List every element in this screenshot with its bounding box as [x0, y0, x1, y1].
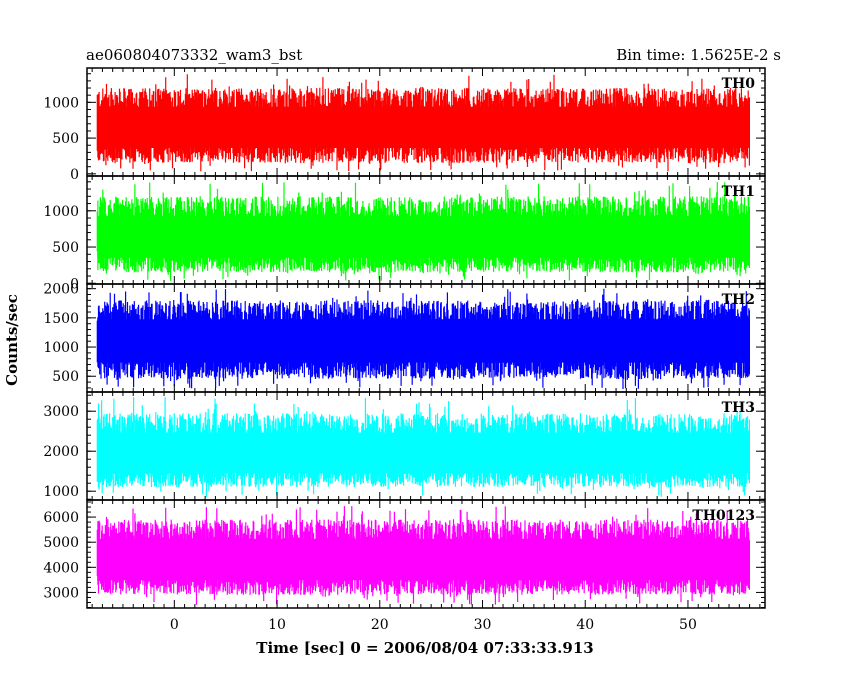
y-tick-label: 1000: [43, 484, 79, 500]
series-label-th0: TH0: [722, 76, 756, 92]
series-label-th2: TH2: [722, 292, 755, 308]
x-tick-label: 10: [268, 617, 286, 633]
y-tick-label: 6000: [43, 510, 79, 526]
series-core-th0123: [97, 538, 750, 581]
y-tick-label: 0: [70, 167, 79, 183]
y-tick-label: 500: [52, 369, 79, 385]
bin-time-label: Bin time: 1.5625E-2 s: [616, 46, 781, 64]
x-axis-title: Time [sec] 0 = 2006/08/04 07:33:33.913: [256, 639, 593, 657]
y-tick-label: 2000: [43, 282, 79, 298]
x-tick-label: 0: [170, 617, 179, 633]
y-tick-label: 4000: [43, 560, 79, 576]
y-tick-label: 1500: [43, 311, 79, 327]
series-core-th2: [97, 319, 750, 363]
series-label-th1: TH1: [722, 184, 755, 200]
y-tick-label: 500: [52, 131, 79, 147]
x-axis: 0 10 20 30 40 50: [170, 617, 697, 633]
y-tick-label: 0: [70, 276, 79, 292]
panel-th0: 0 500 1000 TH0: [43, 67, 766, 183]
y-tick-label: 3000: [43, 404, 79, 420]
y-tick-label: 5000: [43, 535, 79, 551]
x-tick-label: 40: [576, 617, 594, 633]
series-label-th0123: TH0123: [692, 508, 755, 524]
panel-th2: 500 1000 1500 2000 TH2: [43, 282, 766, 393]
panel-th3: 1000 2000 3000 TH3: [43, 391, 766, 501]
panel-th1: 0 500 1000 TH1: [43, 175, 766, 292]
panel-frame: [86, 499, 766, 609]
series-label-th3: TH3: [722, 400, 755, 416]
y-tick-label: 1000: [43, 95, 79, 111]
chart-title: ae060804073332_wam3_bst: [86, 46, 302, 64]
x-tick-label: 20: [371, 617, 389, 633]
y-tick-label: 500: [52, 240, 79, 256]
y-axis-title: Counts/sec: [3, 294, 21, 386]
x-tick-label: 30: [474, 617, 492, 633]
series-core-th3: [97, 432, 750, 474]
panel-th0123: 3000 4000 5000 6000 TH0123: [43, 499, 766, 609]
y-tick-label: 1000: [43, 340, 79, 356]
series-core-th0: [97, 106, 750, 148]
x-tick-label: 50: [679, 617, 697, 633]
y-tick-label: 2000: [43, 444, 79, 460]
y-tick-label: 1000: [43, 204, 79, 220]
panels-group: 0 500 1000 TH0 0 500 1000 TH1 500 1000 1500 2000 TH2…: [43, 67, 766, 609]
series-core-th1: [97, 215, 750, 258]
y-tick-label: 3000: [43, 585, 79, 601]
